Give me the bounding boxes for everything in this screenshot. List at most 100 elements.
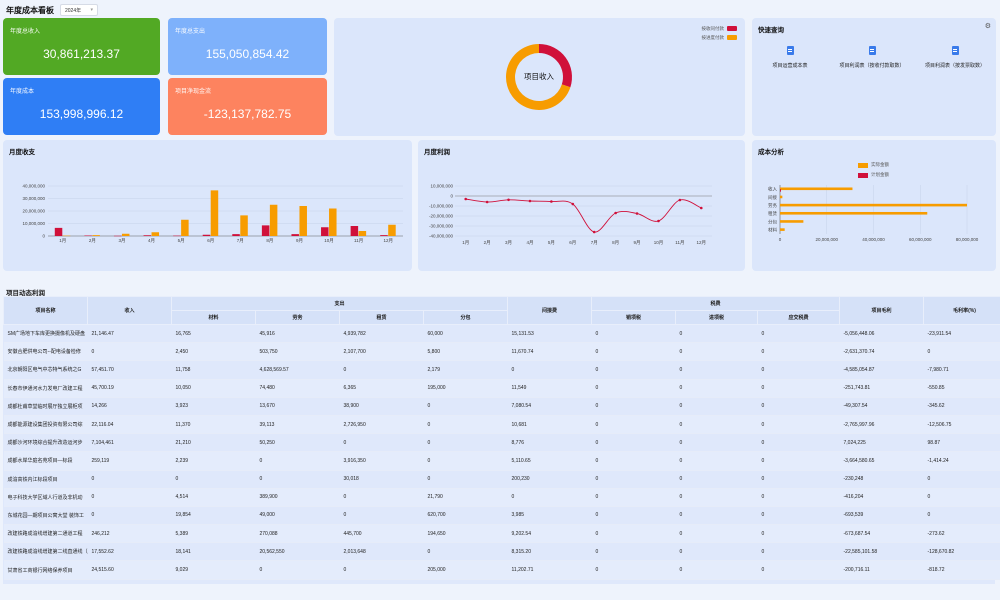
table-cell: -22,585,101.58 [839, 542, 924, 562]
bar[interactable] [121, 233, 130, 236]
line-point[interactable] [550, 200, 553, 203]
table-row[interactable]: 电子科技大学区域人行道及非机动 0 4,514 389,900 0 21,790 0 0 0 0-… [3, 488, 1000, 507]
donut-slice[interactable] [539, 44, 572, 88]
table-cell: 15,131.53 [507, 324, 592, 344]
table-cell: 0 [675, 470, 758, 489]
bar[interactable] [780, 189, 781, 192]
table-cell: -128,670.82 [923, 542, 1000, 562]
bar[interactable] [780, 195, 783, 199]
bar[interactable] [380, 235, 388, 236]
quick-link-operating-cost[interactable]: 项目运营成本表 [755, 46, 825, 69]
line-point[interactable] [635, 212, 639, 215]
line-point[interactable] [571, 202, 575, 206]
table-row[interactable]: 北京朝阳区电气中芯特气系统之G 57,451.70 11,758 4,628,569.… [3, 360, 1000, 380]
x-tick-label: 8月 [612, 240, 619, 246]
year-select[interactable]: 2024年 ▾ [60, 4, 98, 16]
table-cell: -230,248 [839, 470, 924, 489]
bar[interactable] [291, 234, 299, 236]
table-row[interactable]: 长春市伊通河水力发电厂改建工程 45,700.19 10,050 74,480 6,36… [3, 379, 1000, 398]
line-point[interactable] [464, 197, 468, 201]
table-cell: 4,514 [171, 488, 256, 507]
legend-item[interactable]: 按收同付款 [677, 24, 737, 33]
bar[interactable] [358, 231, 367, 236]
line-point[interactable] [614, 211, 617, 215]
line-point[interactable] [592, 230, 596, 234]
bar[interactable] [780, 211, 928, 215]
bar[interactable] [113, 235, 122, 237]
bar[interactable] [62, 235, 71, 237]
line-point[interactable] [528, 199, 532, 203]
table-cell: 0 [591, 542, 676, 562]
kpi-income-card: 年度总收入 30,861,213.37 [3, 18, 160, 75]
bar[interactable] [84, 235, 92, 237]
bar[interactable] [299, 206, 307, 236]
table-cell: 东城花园—期项目公寓大堂 装饰工 [3, 506, 88, 526]
table-cell: 成都沙河环境综合提升改造运河步 [3, 433, 88, 453]
line-point[interactable] [699, 206, 703, 210]
bar[interactable] [232, 234, 240, 236]
table-cell: 0 [757, 451, 840, 471]
y-tick-label: 20,000,000 [22, 209, 45, 214]
bar[interactable] [210, 190, 219, 236]
table-cell: 0 [423, 470, 508, 489]
line-point[interactable] [485, 200, 489, 204]
table-cell: 205,000 [423, 560, 508, 580]
bar[interactable] [329, 208, 337, 237]
quick-link-label: 项目利润表（按发票取数） [924, 63, 985, 69]
bar[interactable] [321, 227, 329, 236]
legend-item[interactable]: 实际金额 [858, 160, 889, 170]
table-cell: 北京朝阳区电气中芯特气系统之G [3, 360, 88, 380]
bar[interactable] [92, 235, 100, 236]
bar[interactable] [173, 235, 181, 237]
bar[interactable] [54, 227, 63, 236]
bar[interactable] [780, 203, 967, 207]
quick-query-title: 快速查询 [758, 27, 784, 34]
table-row[interactable]: 安徽合肥供电公司--配电设备检修 0 2,450 503,750 2,107,700 5,… [3, 342, 1000, 362]
bar[interactable] [350, 226, 359, 236]
settings-icon[interactable]: ⚙ [984, 23, 991, 30]
table-row[interactable]: 东城花园—期项目公寓大堂 装饰工 0 19,854 49,000 0 620,700 3,9… [3, 506, 1000, 526]
quick-link-profit-by-invoice[interactable]: 项目利润表（按发票取数） [920, 46, 990, 69]
kpi-expense-value: 155,050,854.42 [205, 47, 290, 61]
table-row[interactable]: 改建铁路成渝线增建第二线直通线（成 17,552.62 18,141 20,562,5… [3, 542, 1000, 562]
table-cell: 19,854 [171, 506, 256, 526]
bar[interactable] [240, 215, 248, 236]
bar[interactable] [181, 219, 189, 236]
table-cell: 17,552.62 [87, 542, 172, 562]
table-row[interactable]: 成都能源建设集团投资有限公司综 22,116.04 11,370 39,113 2,72… [3, 415, 1000, 435]
bar[interactable] [780, 187, 853, 191]
bar[interactable] [202, 234, 211, 236]
table-cell: 16,765 [171, 324, 256, 344]
table-row[interactable]: 甘肃省工商银行网络保养项目 24,515.60 9,029 0 0 205,000 11,2… [3, 560, 1000, 580]
line-point[interactable] [507, 198, 510, 202]
table-cell: 4,628,569.57 [255, 360, 340, 380]
x-tick-label: 6月 [207, 238, 214, 244]
line-point[interactable] [678, 198, 682, 202]
table-row[interactable]: 成都杜甫草堂临时展厅独立展柜项 14,266 3,923 13,670 38,900 0 7… [3, 397, 1000, 416]
bar[interactable] [151, 232, 160, 236]
line-point[interactable] [657, 219, 660, 223]
legend-item[interactable]: 按进度付款 [677, 33, 737, 42]
table-cell: 0 [675, 360, 758, 380]
quick-link-profit-by-payment[interactable]: 项目利润表（按收付款取数） [836, 46, 908, 69]
table-cell: 503,750 [255, 342, 340, 362]
income-donut-chart: 项目收入 [506, 44, 572, 111]
bar[interactable] [780, 220, 804, 223]
table-row[interactable]: 成都沙河环境综合提升改造运河步 7,104,461 21,210 50,250 0 0 8,… [3, 433, 1000, 453]
table-row[interactable]: 成渝高铁内江标段项目 0 0 0 30,018 0 200,230 0 0 0 -230,248 0 [3, 470, 1000, 489]
bar[interactable] [261, 225, 270, 236]
bar[interactable] [780, 228, 785, 231]
table-row[interactable]: SM广场地下车库更换摄像机及硬盘 21,146.47 16,765 45,916 4,9… [3, 324, 1000, 344]
x-tick-label: 1月 [59, 238, 66, 244]
x-tick-label: 9月 [634, 240, 641, 246]
table-cell: 0 [423, 451, 508, 471]
legend-item[interactable]: 计划金额 [858, 170, 889, 180]
bar[interactable] [269, 204, 278, 236]
table-row[interactable]: 成都水岸华庭名苑项目—标段 259,119 2,239 0 3,916,350 0 5,11… [3, 451, 1000, 471]
bar[interactable] [143, 235, 152, 236]
bar[interactable] [388, 224, 396, 236]
kpi-cashflow-value: -123,137,782.75 [203, 107, 292, 121]
table-cell: 20,562,550 [255, 542, 340, 562]
table-cell: -416,204 [839, 488, 924, 507]
table-row[interactable]: 改建铁路成渝线增建第二通道工程 246,212 5,389 270,088 445,70… [3, 524, 1000, 544]
